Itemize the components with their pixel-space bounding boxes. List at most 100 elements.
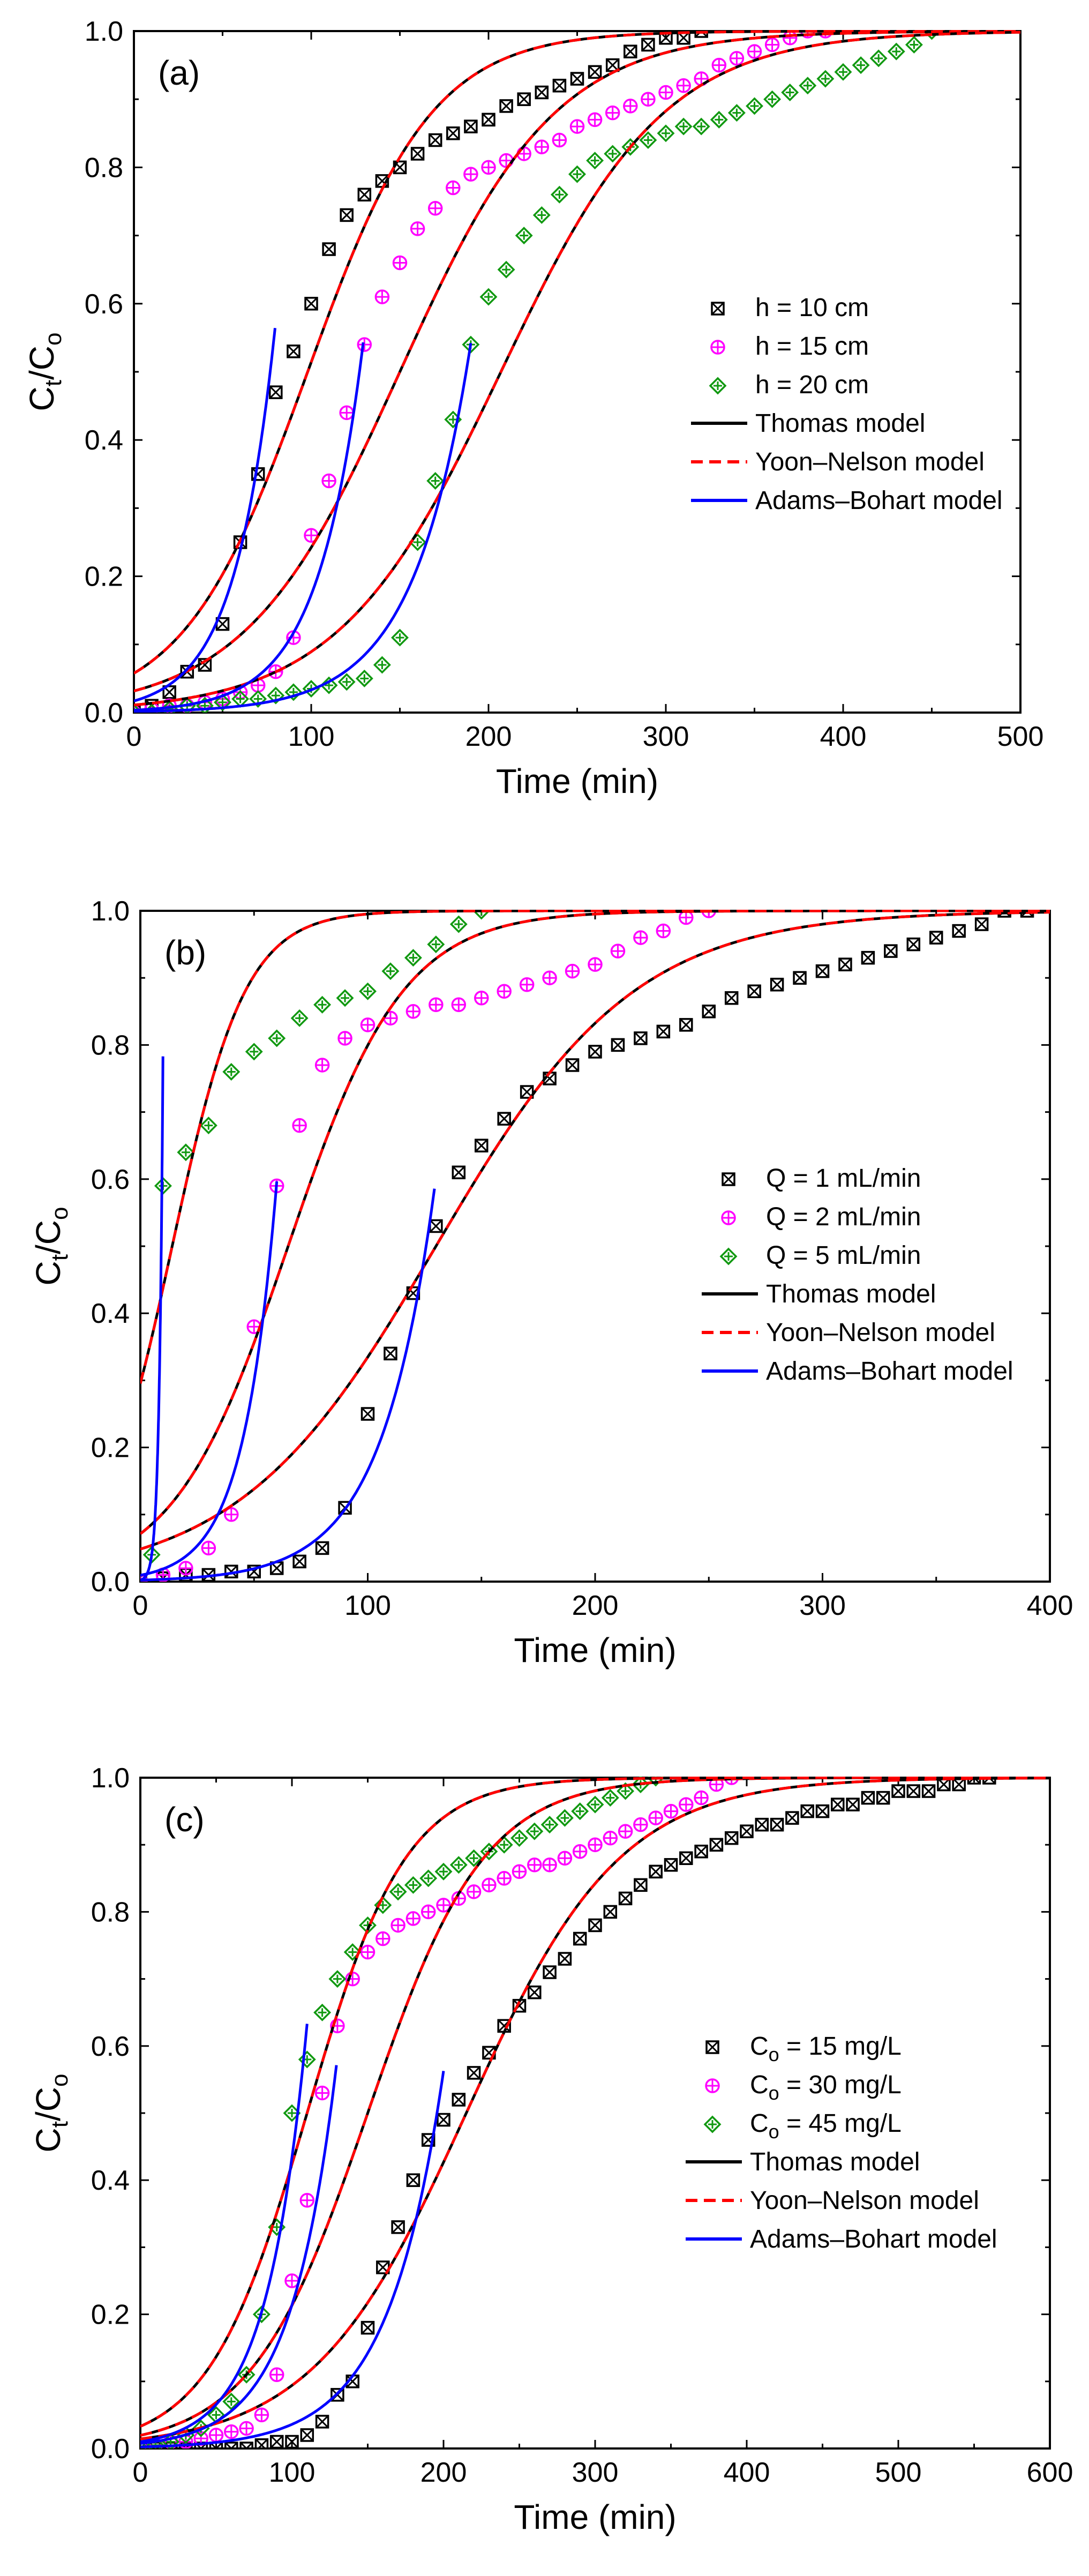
data-point-box-x: [929, 931, 943, 945]
data-point-diamond-plus: [852, 56, 870, 74]
data-point-diamond-plus: [497, 260, 515, 279]
data-point-box-x: [641, 38, 655, 52]
data-point-circle-plus: [314, 2085, 330, 2101]
data-point-box-x: [588, 1918, 602, 1933]
data-point-circle-plus: [557, 1851, 573, 1866]
x-tick-label: 500: [875, 2457, 922, 2488]
thomas-curve: [140, 1777, 1050, 2428]
legend-marker: [709, 377, 727, 395]
data-point-box-x: [624, 44, 637, 58]
data-point-box-x: [499, 99, 513, 113]
data-point-circle-plus: [321, 473, 336, 489]
x-tick-label: 100: [288, 721, 335, 752]
data-point-box-x: [517, 92, 531, 106]
data-point-circle-plus: [729, 51, 745, 66]
legend-entry: Adams–Bohart model: [755, 486, 1003, 515]
data-point-diamond-plus: [515, 227, 533, 245]
data-point-diamond-plus: [373, 656, 391, 674]
y-axis-title: Ct/Co: [29, 2074, 73, 2153]
y-tick-label: 0.8: [91, 1897, 130, 1928]
data-point-box-x: [618, 1891, 633, 1906]
data-point-box-x: [921, 1784, 936, 1798]
legend: Q = 1 mL/min Q = 2 mL/min Q = 5 mL/min Thom…: [702, 1164, 1013, 1386]
data-point-diamond-plus: [532, 206, 551, 224]
data-point-box-x: [793, 971, 807, 985]
y-tick-label: 0.0: [91, 2433, 130, 2465]
data-point-box-x: [838, 957, 852, 971]
legend-entry: h = 20 cm: [755, 371, 869, 399]
data-point-diamond-plus: [434, 1862, 453, 1881]
adams-bohart-curve: [134, 327, 276, 702]
data-point-diamond-plus: [550, 185, 568, 204]
data-point-box-x: [361, 1407, 375, 1421]
data-point-circle-plus: [497, 1871, 512, 1886]
legend-marker: [719, 1247, 738, 1265]
y-tick-label: 0.0: [85, 698, 123, 729]
data-point-diamond-plus: [391, 628, 409, 647]
data-point-box-x: [535, 85, 549, 100]
adams-bohart-curve: [140, 2071, 445, 2448]
data-point-circle-plus: [648, 1810, 663, 1825]
data-point-diamond-plus: [479, 288, 498, 306]
data-point-box-x: [634, 1878, 648, 1892]
data-point-box-x: [770, 1817, 784, 1832]
legend-entry: Q = 2 mL/min: [766, 1203, 921, 1231]
x-tick-label: 400: [820, 721, 867, 752]
x-tick-label: 0: [133, 2457, 148, 2488]
data-point-diamond-plus: [268, 1029, 286, 1047]
y-tick-label: 0.6: [91, 1164, 130, 1195]
data-point-diamond-plus: [419, 1869, 438, 1888]
data-point-diamond-plus: [763, 90, 782, 108]
data-point-diamond-plus: [222, 1063, 241, 1081]
data-point-circle-plus: [782, 30, 798, 46]
data-point-diamond-plus: [449, 915, 468, 933]
data-point-box-x: [520, 1085, 534, 1099]
legend-marker: [705, 2078, 720, 2093]
x-tick-label: 300: [572, 2457, 619, 2488]
data-point-box-x: [357, 188, 372, 202]
data-point-box-x: [861, 1791, 875, 1805]
data-point-box-x: [605, 58, 620, 72]
data-point-circle-plus: [603, 1830, 618, 1846]
data-point-box-x: [974, 917, 989, 931]
data-point-diamond-plus: [586, 1795, 604, 1814]
data-point-circle-plus: [633, 1817, 648, 1832]
data-point-box-x: [340, 208, 354, 222]
y-tick-label: 1.0: [85, 16, 123, 47]
x-tick-label: 400: [724, 2457, 770, 2488]
data-point-box-x: [565, 1058, 580, 1072]
data-point-box-x: [724, 1831, 739, 1845]
data-point-box-x: [952, 1777, 966, 1792]
data-point-circle-plus: [482, 1877, 497, 1893]
data-point-circle-plus: [429, 997, 444, 1013]
data-point-circle-plus: [618, 1824, 633, 1839]
data-point-circle-plus: [390, 1918, 405, 1933]
thomas-curve: [140, 1777, 1050, 2440]
data-point-circle-plus: [572, 1844, 588, 1859]
legend-marker: [722, 1172, 735, 1186]
x-tick-label: 200: [420, 2457, 467, 2488]
data-point-circle-plus: [587, 112, 603, 128]
legend-entry: Co = 30 mg/L: [750, 2071, 902, 2104]
data-point-diamond-plus: [905, 35, 923, 54]
data-point-circle-plus: [405, 1911, 421, 1926]
plot-area: [140, 1777, 1050, 2448]
y-tick-label: 0.8: [91, 1030, 130, 1061]
data-point-circle-plus: [605, 105, 620, 121]
data-point-box-x: [269, 2435, 284, 2448]
data-point-box-x: [800, 1804, 814, 1818]
data-point-circle-plus: [239, 2421, 254, 2436]
legend-marker: [703, 2115, 722, 2133]
legend-entry: Q = 1 mL/min: [766, 1164, 921, 1193]
data-point-circle-plus: [542, 970, 557, 985]
data-point-diamond-plus: [887, 42, 905, 61]
data-point-circle-plus: [451, 997, 467, 1013]
yoon-nelson-curve: [140, 1777, 1050, 2428]
legend-marker: [721, 1210, 736, 1225]
data-point-diamond-plus: [426, 472, 445, 490]
data-point-circle-plus: [658, 85, 673, 100]
legend-entry: Q = 5 mL/min: [766, 1241, 921, 1270]
data-point-circle-plus: [299, 2193, 315, 2208]
data-point-diamond-plus: [571, 1802, 589, 1821]
data-point-circle-plus: [676, 78, 691, 93]
